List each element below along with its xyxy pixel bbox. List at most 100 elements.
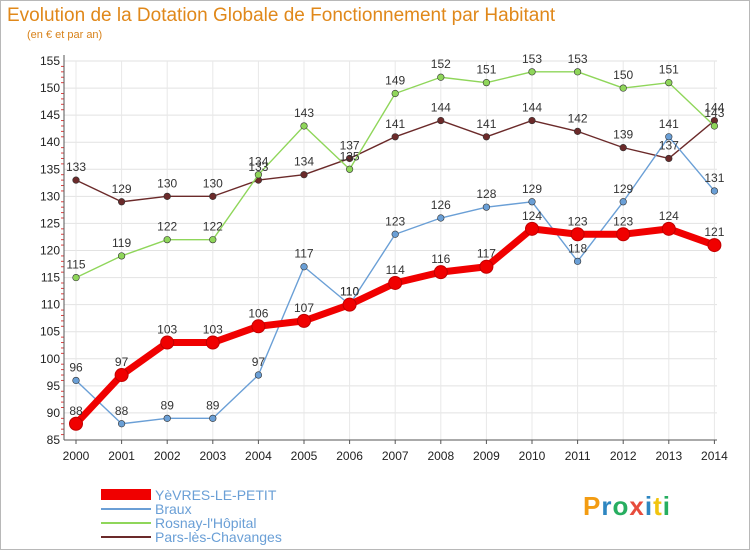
data-point-yevres-le-petit-2006 [342, 297, 357, 312]
legend-label-pars-les-chavanges: Pars-lès-Chavanges [155, 529, 282, 545]
logo-letter-6: i [662, 491, 671, 521]
data-point-rosnay-l-hopital-2008 [437, 73, 445, 81]
data-label-rosnay-l-hopital-2010: 153 [522, 52, 542, 66]
x-tick-label-2000: 2000 [63, 449, 90, 463]
data-point-braux-2007 [391, 230, 399, 238]
series-pars-les-chavanges [72, 116, 719, 206]
logo-letter-3: x [629, 491, 645, 521]
legend-swatch-pars-les-chavanges [101, 536, 151, 538]
y-tick-label-140: 140 [40, 135, 60, 149]
legend-label-yevres-le-petit: YèVRES-LE-PETIT [155, 487, 277, 503]
data-label-rosnay-l-hopital-2002: 122 [157, 220, 177, 234]
data-point-yevres-le-petit-2008 [433, 265, 448, 280]
data-point-pars-les-chavanges-2000 [72, 176, 80, 184]
data-point-yevres-le-petit-2013 [661, 221, 676, 236]
data-label-rosnay-l-hopital-2005: 143 [294, 106, 314, 120]
legend-item-braux: Braux [101, 501, 341, 517]
legend-label-rosnay-l-hopital: Rosnay-l'Hôpital [155, 515, 257, 531]
data-point-braux-2008 [437, 214, 445, 222]
data-point-braux-2005 [300, 263, 308, 271]
data-point-braux-2010 [528, 198, 536, 206]
data-point-yevres-le-petit-2003 [205, 335, 220, 350]
data-point-braux-2002 [163, 414, 171, 422]
logo-letter-4: i [644, 491, 654, 521]
data-label-yevres-le-petit-2007: 114 [386, 263, 405, 277]
data-label-yevres-le-petit-2009: 117 [477, 247, 496, 261]
y-tick-label-90: 90 [47, 406, 61, 420]
data-label-braux-2008: 126 [431, 198, 451, 212]
x-tick-label-2007: 2007 [382, 449, 409, 463]
data-point-braux-2000 [72, 376, 80, 385]
data-label-braux-2006: 110 [340, 285, 359, 299]
x-tick-label-2011: 2011 [565, 449, 591, 463]
legend-swatch-yevres-le-petit [101, 489, 151, 500]
data-label-pars-les-chavanges-2012: 139 [613, 128, 633, 142]
data-point-rosnay-l-hopital-2000 [72, 273, 80, 282]
x-tick-label-2004: 2004 [245, 449, 272, 463]
legend-item-yevres-le-petit: YèVRES-LE-PETIT [101, 487, 341, 503]
data-point-pars-les-chavanges-2006 [346, 154, 354, 163]
data-label-braux-2011: 118 [568, 241, 587, 255]
y-tick-label-145: 145 [40, 108, 60, 122]
x-tick-label-2012: 2012 [610, 449, 637, 463]
data-label-rosnay-l-hopital-2004: 134 [248, 155, 268, 169]
logo-letter-1: r [601, 491, 613, 521]
series-yevres-le-petit [69, 221, 722, 431]
y-tick-label-110: 110 [41, 298, 60, 312]
data-point-rosnay-l-hopital-2009 [482, 79, 491, 87]
x-tick-label-2013: 2013 [655, 449, 682, 463]
data-label-yevres-le-petit-2012: 123 [613, 214, 633, 228]
legend-item-pars-les-chavanges: Pars-lès-Chavanges [101, 529, 341, 545]
data-label-braux-2009: 128 [476, 187, 496, 201]
data-point-rosnay-l-hopital-2013 [665, 79, 673, 87]
data-label-braux-2014: 131 [704, 171, 724, 185]
data-point-braux-2003 [209, 414, 217, 422]
data-label-rosnay-l-hopital-2007: 149 [385, 73, 405, 87]
legend-swatch-braux [101, 508, 151, 510]
x-tick-label-2009: 2009 [473, 449, 500, 463]
x-tick-label-2006: 2006 [336, 449, 363, 463]
data-label-yevres-le-petit-2003: 103 [203, 323, 223, 337]
data-label-pars-les-chavanges-2009: 141 [476, 117, 496, 131]
data-label-braux-2002: 89 [161, 398, 175, 412]
data-point-rosnay-l-hopital-2014 [710, 122, 719, 130]
data-point-yevres-le-petit-2009 [479, 259, 494, 274]
data-label-rosnay-l-hopital-2013: 151 [659, 63, 679, 77]
series-rosnay-l-hopital [72, 68, 719, 282]
data-label-braux-2000: 96 [69, 360, 83, 374]
data-label-pars-les-chavanges-2008: 144 [431, 101, 451, 115]
data-point-braux-2009 [482, 203, 491, 211]
data-label-rosnay-l-hopital-2006: 135 [340, 149, 360, 163]
data-point-pars-les-chavanges-2012 [619, 144, 627, 152]
data-label-braux-2010: 129 [522, 182, 542, 196]
data-label-braux-2001: 88 [115, 404, 129, 418]
data-label-rosnay-l-hopital-2003: 122 [203, 220, 223, 234]
data-point-pars-les-chavanges-2008 [437, 116, 445, 125]
data-label-braux-2004: 97 [252, 355, 266, 369]
x-tick-label-2005: 2005 [291, 449, 318, 463]
data-label-pars-les-chavanges-2002: 130 [157, 176, 177, 190]
data-label-pars-les-chavanges-2001: 129 [112, 182, 132, 196]
data-point-pars-les-chavanges-2003 [209, 192, 217, 200]
data-label-pars-les-chavanges-2004: 133 [248, 160, 268, 174]
y-tick-label-135: 135 [40, 162, 60, 176]
y-tick-label-120: 120 [40, 244, 60, 258]
y-tick-label-125: 125 [40, 216, 60, 230]
data-point-yevres-le-petit-2004 [251, 319, 266, 334]
data-label-yevres-le-petit-2000: 88 [69, 404, 83, 418]
data-point-yevres-le-petit-2001 [114, 368, 129, 383]
logo-letter-0: P [583, 491, 602, 521]
data-label-yevres-le-petit-2001: 97 [115, 355, 129, 369]
logo-letter-2: o [612, 491, 630, 521]
data-label-rosnay-l-hopital-2014: 143 [704, 106, 724, 120]
x-tick-label-2003: 2003 [199, 449, 226, 463]
data-point-yevres-le-petit-2002 [160, 335, 175, 350]
data-point-rosnay-l-hopital-2003 [209, 236, 217, 244]
legend-item-rosnay-l-hopital: Rosnay-l'Hôpital [101, 515, 341, 531]
data-point-yevres-le-petit-2000 [69, 416, 83, 431]
data-label-yevres-le-petit-2013: 124 [659, 209, 679, 223]
data-label-braux-2005: 117 [294, 247, 313, 261]
data-point-rosnay-l-hopital-2010 [528, 68, 536, 76]
data-label-yevres-le-petit-2010: 124 [522, 209, 542, 223]
